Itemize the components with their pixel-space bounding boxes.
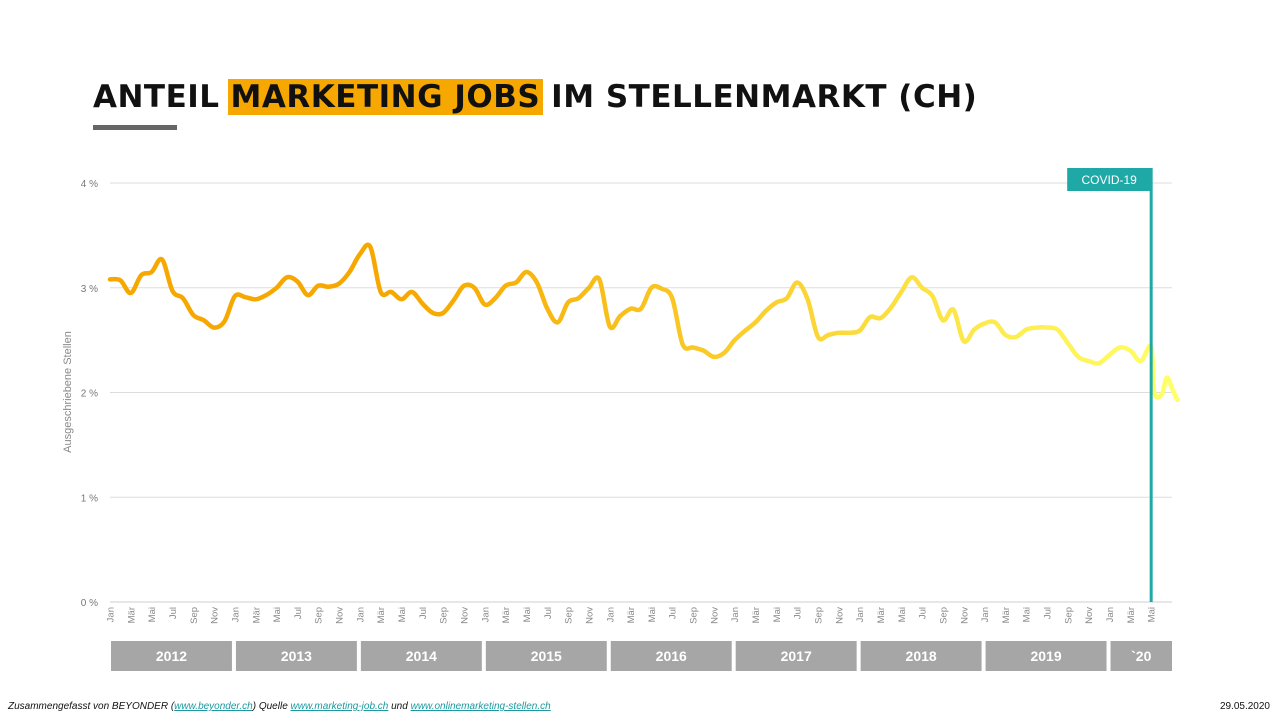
x-tick-label: Mär <box>751 607 762 623</box>
title-suffix: IM STELLENMARKT (CH) <box>551 79 978 115</box>
x-tick-label: Sep <box>314 607 325 624</box>
x-tick-label: Nov <box>335 607 346 624</box>
x-tick-label: Mai <box>647 607 658 622</box>
x-tick-label: Nov <box>709 607 720 624</box>
year-box <box>360 641 482 671</box>
x-tick-label: Mär <box>126 607 137 623</box>
footer-prefix: Zusammengefasst von BEYONDER ( <box>8 701 175 712</box>
y-tick-label: 0 % <box>81 598 98 609</box>
x-tick-label: Jan <box>730 607 741 622</box>
year-box <box>610 641 732 671</box>
x-tick-label: Nov <box>834 607 845 624</box>
year-box <box>860 641 982 671</box>
x-tick-label: Jan <box>480 607 491 622</box>
x-tick-label: Jan <box>855 607 866 622</box>
title-highlight: MARKETING JOBS <box>227 79 544 115</box>
page-title: ANTEIL MARKETING JOBS IM STELLENMARKT (C… <box>93 76 977 118</box>
x-tick-label: Sep <box>689 607 700 624</box>
year-label: 2016 <box>656 648 687 664</box>
year-box <box>735 641 857 671</box>
year-label: 2012 <box>156 648 187 664</box>
onlinemarketing-link[interactable]: www.onlinemarketing-stellen.ch <box>410 701 551 712</box>
x-tick-label: Mär <box>1001 607 1012 623</box>
x-tick-label: Jan <box>980 607 991 622</box>
year-box <box>235 641 357 671</box>
title-underline <box>93 125 177 130</box>
x-tick-label: Mär <box>876 607 887 623</box>
year-box <box>111 641 232 671</box>
footer-mid1: ) Quelle <box>252 701 291 712</box>
x-tick-label: Jul <box>293 607 304 619</box>
line-chart: 0 %1 %2 %3 %4 % Ausgeschriebene Stellen … <box>62 168 1180 671</box>
x-tick-label: Mai <box>397 607 408 622</box>
x-tick-label: Jul <box>793 607 804 619</box>
x-tick-label: Sep <box>938 607 949 624</box>
x-tick-label: Jan <box>230 607 241 622</box>
covid-label-box <box>1067 168 1152 191</box>
x-tick-label: Mär <box>1126 607 1137 623</box>
year-box <box>485 641 607 671</box>
x-tick-label: Nov <box>584 607 595 624</box>
year-box <box>985 641 1107 671</box>
x-tick-label: Jul <box>418 607 429 619</box>
y-tick-label: 4 % <box>81 179 98 190</box>
x-tick-label: Mär <box>501 607 512 623</box>
year-label: 2015 <box>531 648 562 664</box>
x-tick-label: Sep <box>1063 607 1074 624</box>
x-tick-label: Jan <box>355 607 366 622</box>
x-tick-label: Nov <box>1084 607 1095 624</box>
year-label: 2014 <box>406 648 437 664</box>
x-tick-label: Jul <box>543 607 554 619</box>
y-tick-label: 1 % <box>81 493 98 504</box>
year-label: 2013 <box>281 648 312 664</box>
footer-date: 29.05.2020 <box>1219 701 1270 712</box>
year-label: 2018 <box>906 648 937 664</box>
x-tick-label: Mai <box>1022 607 1033 622</box>
x-tick-label: Sep <box>814 607 825 624</box>
y-tick-label: 3 % <box>81 284 98 295</box>
x-tick-label: Sep <box>564 607 575 624</box>
x-tick-label: Jan <box>1105 607 1116 622</box>
x-tick-label: Nov <box>210 607 221 624</box>
x-tick-label: Sep <box>439 607 450 624</box>
x-tick-label: Mai <box>147 607 158 622</box>
x-tick-label: Mai <box>272 607 283 622</box>
year-label: 2019 <box>1030 648 1061 664</box>
x-tick-label: Mär <box>376 607 387 623</box>
x-tick-label: Mai <box>772 607 783 622</box>
x-tick-label: Mär <box>626 607 637 623</box>
marketing-job-link[interactable]: www.marketing-job.ch <box>290 701 389 712</box>
title-prefix: ANTEIL <box>93 79 220 115</box>
y-tick-label: 2 % <box>81 389 98 400</box>
footer-source: Zusammengefasst von BEYONDER (www.beyond… <box>8 701 551 712</box>
x-tick-label: Jan <box>106 607 117 622</box>
beyonder-link[interactable]: www.beyonder.ch <box>174 701 253 712</box>
covid-label: COVID-19 <box>1081 173 1137 187</box>
x-tick-label: Jul <box>668 607 679 619</box>
x-tick-label: Jul <box>918 607 929 619</box>
x-tick-label: Nov <box>460 607 471 624</box>
footer-mid2: und <box>388 701 411 712</box>
year-box <box>1110 641 1172 671</box>
x-tick-label: Nov <box>959 607 970 624</box>
x-tick-label: Mai <box>522 607 533 622</box>
year-label: 2017 <box>781 648 812 664</box>
x-tick-label: Jul <box>168 607 179 619</box>
year-label: `20 <box>1131 648 1151 664</box>
x-tick-label: Mär <box>251 607 262 623</box>
y-axis-label: Ausgeschriebene Stellen <box>62 331 74 453</box>
x-tick-label: Mai <box>897 607 908 622</box>
x-tick-label: Sep <box>189 607 200 624</box>
x-tick-label: Jul <box>1043 607 1054 619</box>
x-tick-label: Mai <box>1147 607 1158 622</box>
x-tick-label: Jan <box>605 607 616 622</box>
series-line <box>107 242 1180 403</box>
